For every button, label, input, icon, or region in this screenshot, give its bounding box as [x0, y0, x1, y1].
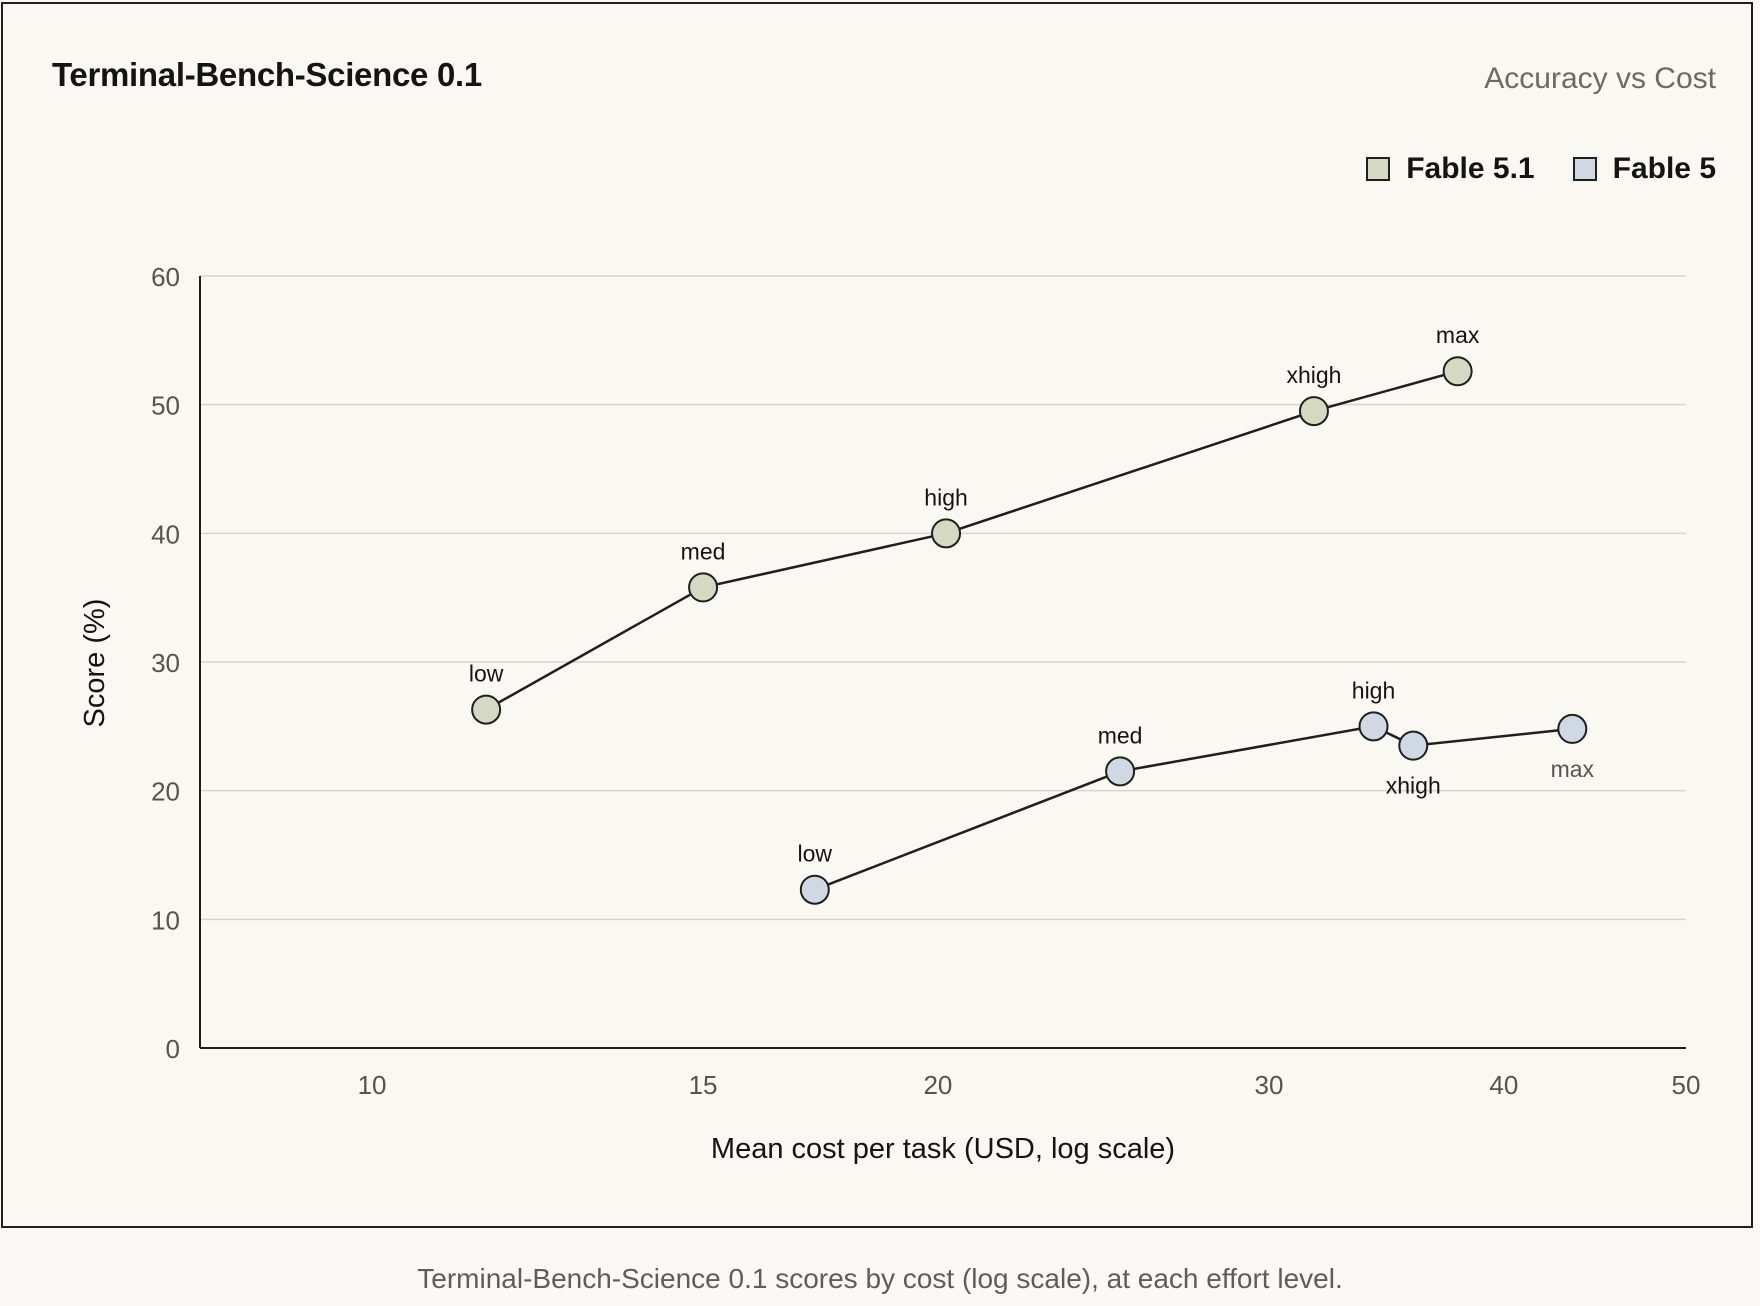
scatter-plot: low med high xhigh max low med high xhigh max 0 10…	[79, 262, 1700, 1165]
point-label: med	[1098, 722, 1143, 748]
point-label: max	[1551, 756, 1595, 782]
point-label: low	[798, 841, 833, 867]
y-axis-label: Score (%)	[79, 599, 111, 728]
legend-swatch-fable-5	[1572, 157, 1597, 181]
x-tick-label: 15	[689, 1070, 718, 1100]
legend-label-fable-5: Fable 5	[1612, 152, 1716, 185]
chart-card: Terminal-Bench-Science 0.1 Accuracy vs C…	[1, 2, 1753, 1228]
chart-title: Terminal-Bench-Science 0.1	[52, 56, 482, 93]
data-point	[1298, 396, 1329, 427]
legend-item-fable-5: Fable 5	[1572, 152, 1716, 186]
legend-item-fable-5-1: Fable 5.1	[1366, 152, 1535, 186]
axes	[199, 276, 1686, 1049]
legend: Fable 5.1 Fable 5	[1366, 152, 1716, 186]
x-tick-label: 50	[1672, 1070, 1701, 1100]
y-tick-label: 60	[151, 262, 180, 292]
data-points	[471, 356, 1588, 905]
point-labels: low med high xhigh max low med high xhigh max	[469, 322, 1595, 867]
series-lines	[485, 369, 1573, 891]
point-label: xhigh	[1286, 362, 1341, 388]
tick-labels: 0 10 20 30 40 50 60 10 15 20 30 40 50	[151, 262, 1700, 1100]
data-point	[688, 572, 719, 603]
x-tick-label: 40	[1489, 1070, 1518, 1100]
point-label: xhigh	[1386, 773, 1441, 799]
point-label: high	[1352, 677, 1395, 703]
chart-subtitle: Accuracy vs Cost	[1484, 62, 1716, 95]
data-point	[1398, 730, 1429, 761]
data-point	[1557, 713, 1588, 744]
series-line-1	[814, 724, 1573, 891]
data-point	[471, 694, 502, 725]
data-point	[1105, 756, 1136, 787]
data-point	[799, 874, 830, 905]
y-tick-label: 20	[151, 777, 180, 807]
x-tick-label: 30	[1254, 1070, 1283, 1100]
data-point	[1358, 711, 1389, 742]
x-tick-label: 20	[923, 1070, 952, 1100]
point-label: high	[924, 484, 967, 510]
x-tick-label: 10	[358, 1070, 387, 1100]
y-tick-label: 40	[151, 519, 180, 549]
point-label: med	[681, 538, 726, 564]
point-label: low	[469, 661, 504, 687]
y-tick-label: 50	[151, 391, 180, 421]
y-tick-label: 30	[151, 648, 180, 678]
y-tick-label: 0	[166, 1034, 180, 1064]
x-axis-label: Mean cost per task (USD, log scale)	[711, 1133, 1175, 1165]
legend-label-fable-5-1: Fable 5.1	[1406, 152, 1535, 185]
figure-caption: Terminal-Bench-Science 0.1 scores by cos…	[417, 1263, 1343, 1294]
data-point	[1442, 356, 1473, 387]
data-point	[931, 518, 962, 549]
point-label: max	[1436, 322, 1480, 348]
legend-swatch-fable-5-1	[1366, 157, 1391, 181]
y-tick-label: 10	[151, 905, 180, 935]
